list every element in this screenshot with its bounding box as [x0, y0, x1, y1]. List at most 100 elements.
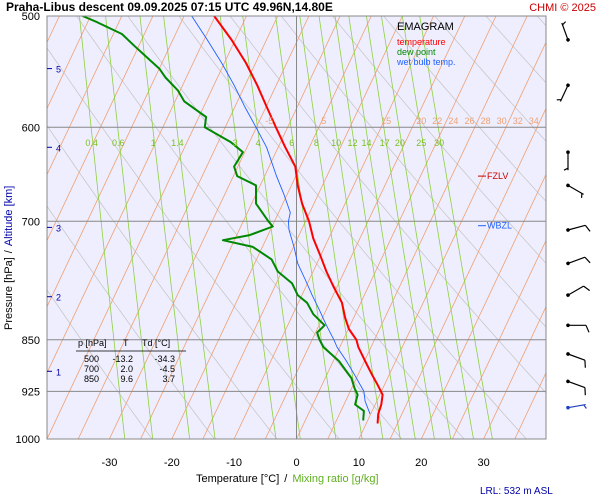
- wind-barb: [556, 83, 570, 102]
- dry-adiabat-line: [47, 124, 278, 439]
- table-cell: -34.3: [154, 354, 175, 364]
- table-header-pressure: p [hPa]: [78, 338, 107, 348]
- pressure-tick-label: 500: [22, 11, 40, 23]
- pressure-tick-label: 925: [22, 386, 40, 398]
- wind-barb-flag: [584, 387, 586, 396]
- altitude-tick-label: 3: [56, 223, 61, 233]
- wbzl-label: WBZL: [487, 221, 512, 231]
- altitude-tick-label: 4: [56, 143, 61, 153]
- isotherm-line: [109, 16, 310, 439]
- isotherm-label: 15: [381, 116, 391, 126]
- isotherm-line: [47, 16, 185, 308]
- lrl-footer: LRL: 532 m ASL: [480, 486, 553, 497]
- fzlv-label: FZLV: [487, 171, 508, 181]
- isotherm-label: 20: [416, 116, 426, 126]
- wind-barb-flag: [584, 256, 591, 264]
- dry-adiabat-line: [434, 16, 546, 142]
- isotherm-label: 32: [513, 116, 523, 126]
- wind-barb-staff: [567, 403, 586, 409]
- table-row: 850 9.6 3.7: [84, 374, 175, 384]
- isotherm-line: [140, 16, 341, 439]
- y-axis-label: Pressure [hPa] / Altitude [km]: [3, 186, 15, 330]
- mixing-ratio-label: 4: [256, 138, 261, 148]
- isotherm-line: [389, 107, 546, 439]
- wind-barbs: [556, 21, 591, 410]
- mixing-ratio-label: 17: [380, 138, 390, 148]
- dry-adiabat-line: [47, 205, 215, 439]
- temperature-tick-label: -10: [226, 457, 242, 469]
- y-axis-separator: /: [3, 249, 15, 253]
- wind-barb: [566, 256, 591, 266]
- wind-barb-staff: [567, 285, 584, 296]
- wind-barb-staff: [567, 224, 586, 231]
- mixing-ratio-line: [366, 16, 435, 439]
- pressure-gridlines: [47, 16, 546, 439]
- wind-barb: [563, 150, 570, 171]
- temperature-tick-label: 20: [415, 457, 427, 469]
- temperature-tick-label: 10: [353, 457, 365, 469]
- legend-heading: EMAGRAM: [397, 21, 454, 33]
- legend-wet-bulb: wet bulb temp.: [396, 57, 456, 67]
- temperature-tick-labels: -30 -20 -10 0 10 20 30: [101, 457, 489, 469]
- wind-barb-station: [566, 293, 570, 297]
- wind-barb-staff: [567, 256, 586, 264]
- altitude-axis-label: Altitude [km]: [3, 186, 15, 247]
- wind-barb-staff: [561, 22, 569, 41]
- wind-barb: [566, 224, 591, 232]
- isotherm-label: 5: [321, 116, 326, 126]
- mixing-ratio-labels: 0.4 0.6 1 1.4 3 4 6 8 10 12 14 17 20 25 30: [85, 138, 444, 148]
- wind-barb-station: [566, 38, 570, 42]
- wind-barb-flag: [583, 285, 591, 292]
- isotherm-label: -5: [265, 116, 273, 126]
- table-cell: 500: [84, 354, 99, 364]
- wind-barb-flag: [580, 193, 583, 198]
- isotherm-line: [483, 305, 546, 439]
- wind-barb-staff: [567, 353, 586, 361]
- mixing-ratio-label: 14: [361, 138, 371, 148]
- table-cell: 850: [84, 374, 99, 384]
- wind-barb-station: [566, 405, 570, 410]
- pressure-tick-label: 1000: [16, 434, 40, 446]
- table-header-t: T: [123, 338, 129, 348]
- isotherm-line: [47, 16, 154, 242]
- mixing-ratio-line: [139, 16, 191, 439]
- mixing-ratio-line: [105, 16, 154, 439]
- mixing-ratio-line: [318, 16, 384, 439]
- legend-dew-point: dew point: [397, 47, 436, 57]
- altitude-tick-label: 2: [56, 293, 61, 303]
- mixing-ratio-label: 12: [347, 138, 357, 148]
- wind-barb-flag: [585, 325, 590, 333]
- table-row: 500 -13.2 -34.3: [84, 354, 175, 364]
- isotherm-label: 26: [464, 116, 474, 126]
- isotherm-label: 28: [481, 116, 491, 126]
- wind-barb-flag: [563, 167, 569, 171]
- wind-barb: [566, 403, 587, 410]
- mixing-ratio-line: [419, 16, 493, 439]
- wind-barb: [566, 285, 591, 297]
- pressure-tick-label: 600: [22, 122, 40, 134]
- legend: EMAGRAM temperature dew point wet bulb t…: [396, 21, 456, 67]
- altitude-tick-label: 1: [56, 367, 61, 377]
- dry-adiabat-line: [383, 16, 546, 202]
- altitude-tick-labels: 1 2 3 4 5: [47, 65, 61, 377]
- isotherm-label: 24: [448, 116, 458, 126]
- isotherm-line: [358, 41, 546, 439]
- chart-title: Praha-Libus descent 09.09.2025 07:15 UTC…: [6, 0, 333, 14]
- mixing-ratio-label: 10: [331, 138, 341, 148]
- temperature-line: [213, 16, 384, 424]
- isotherm-line: [420, 173, 546, 439]
- temperature-tick-label: 30: [477, 457, 489, 469]
- dry-adiabat-line: [332, 16, 546, 264]
- isotherm-line: [202, 16, 403, 439]
- temperature-tick-label: 0: [293, 457, 299, 469]
- wind-barb: [561, 21, 570, 42]
- dry-adiabat-line: [76, 16, 402, 439]
- wind-barb: [566, 183, 584, 198]
- mixing-ratio-label: 8: [314, 138, 319, 148]
- wind-barb-staff: [567, 184, 584, 195]
- isotherm-line: [47, 16, 91, 110]
- mixing-ratio-line: [79, 16, 126, 439]
- isotherm-line: [47, 16, 247, 439]
- wind-barb-station: [566, 261, 570, 266]
